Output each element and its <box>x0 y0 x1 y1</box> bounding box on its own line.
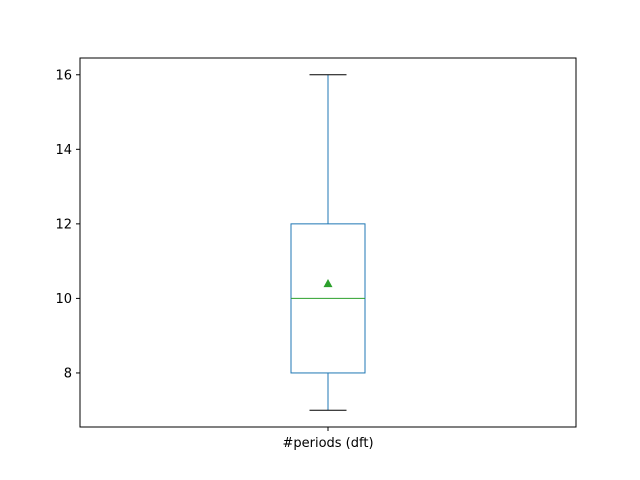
y-axis: 8 10 12 14 16 <box>55 68 80 381</box>
plot-layer <box>290 74 366 411</box>
y-tick-label: 8 <box>64 366 72 381</box>
x-tick-label: #periods (dft) <box>282 436 373 451</box>
mean-marker <box>323 279 333 288</box>
y-tick-label: 12 <box>55 217 72 232</box>
x-axis: #periods (dft) <box>282 427 374 451</box>
y-tick-label: 10 <box>55 292 72 307</box>
y-tick-label: 14 <box>55 143 72 158</box>
y-tick-label: 16 <box>55 68 72 83</box>
